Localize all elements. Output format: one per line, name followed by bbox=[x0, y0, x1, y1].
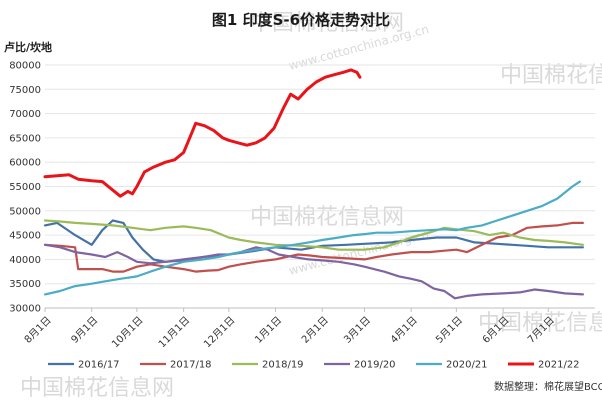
x-tick-label: 4月1日 bbox=[388, 314, 420, 346]
series-line-2021-22 bbox=[43, 68, 362, 198]
data-source: 数据整理：棉花展望BCO bbox=[494, 380, 602, 393]
x-tick-label: 1月1日 bbox=[253, 314, 285, 346]
y-axis-unit-label: 卢比/坎地 bbox=[4, 40, 52, 54]
y-tick-label: 55000 bbox=[9, 182, 41, 193]
watermark-cn-5: 中国棉花信息网 bbox=[478, 311, 602, 336]
y-tick-label: 60000 bbox=[9, 158, 41, 169]
y-tick-label: 45000 bbox=[9, 231, 41, 242]
chart-title: 图1 印度S-6价格走势对比 bbox=[212, 11, 390, 29]
x-tick-label: 2月1日 bbox=[299, 314, 331, 346]
legend-label: 2019/20 bbox=[354, 360, 396, 371]
y-tick-label: 75000 bbox=[9, 85, 41, 96]
x-axis: 8月1日 9月1日 10月1日 11月1日 12月1日 1月1日 2月1日 3月1日 4月1日 5… bbox=[22, 308, 557, 350]
x-tick-label: 12月1日 bbox=[201, 314, 237, 350]
x-tick-label: 5月1日 bbox=[433, 314, 465, 346]
series-line-2020-21 bbox=[43, 180, 581, 296]
legend: 2016/17 2017/18 2018/19 2019/20 2020/21 2021/… bbox=[48, 360, 580, 371]
legend-label: 2020/21 bbox=[446, 360, 488, 371]
legend-label: 2018/19 bbox=[262, 360, 304, 371]
x-tick-label: 3月1日 bbox=[341, 314, 373, 346]
watermark-cn-1: 中国棉花信息网 bbox=[250, 11, 404, 36]
watermark-cn-4: 中国棉花信息网 bbox=[20, 376, 174, 401]
series-line-2018-19 bbox=[43, 219, 584, 251]
series-line-2019-20 bbox=[43, 243, 584, 300]
series-lines bbox=[43, 68, 584, 300]
y-tick-label: 80000 bbox=[9, 61, 41, 72]
y-tick-label: 40000 bbox=[9, 255, 41, 266]
y-axis: 30000 35000 40000 45000 50000 55000 60000 65000… bbox=[9, 61, 41, 315]
y-tick-label: 30000 bbox=[9, 304, 41, 315]
y-tick-label: 65000 bbox=[9, 133, 41, 144]
x-tick-label: 11月1日 bbox=[156, 314, 192, 350]
legend-label: 2021/22 bbox=[538, 360, 580, 371]
watermark-cn-3: 中国棉花信息网 bbox=[250, 205, 404, 230]
x-tick-label: 9月1日 bbox=[69, 314, 101, 346]
legend-label: 2017/18 bbox=[170, 360, 212, 371]
watermark-cn-2: 中国棉花信息网 bbox=[500, 63, 602, 88]
y-tick-label: 70000 bbox=[9, 109, 41, 120]
plot-grid bbox=[45, 64, 595, 309]
x-tick-label: 8月1日 bbox=[22, 314, 54, 346]
y-tick-label: 50000 bbox=[9, 206, 41, 217]
legend-label: 2016/17 bbox=[78, 360, 120, 371]
y-tick-label: 35000 bbox=[9, 279, 41, 290]
x-tick-label: 10月1日 bbox=[109, 314, 145, 350]
